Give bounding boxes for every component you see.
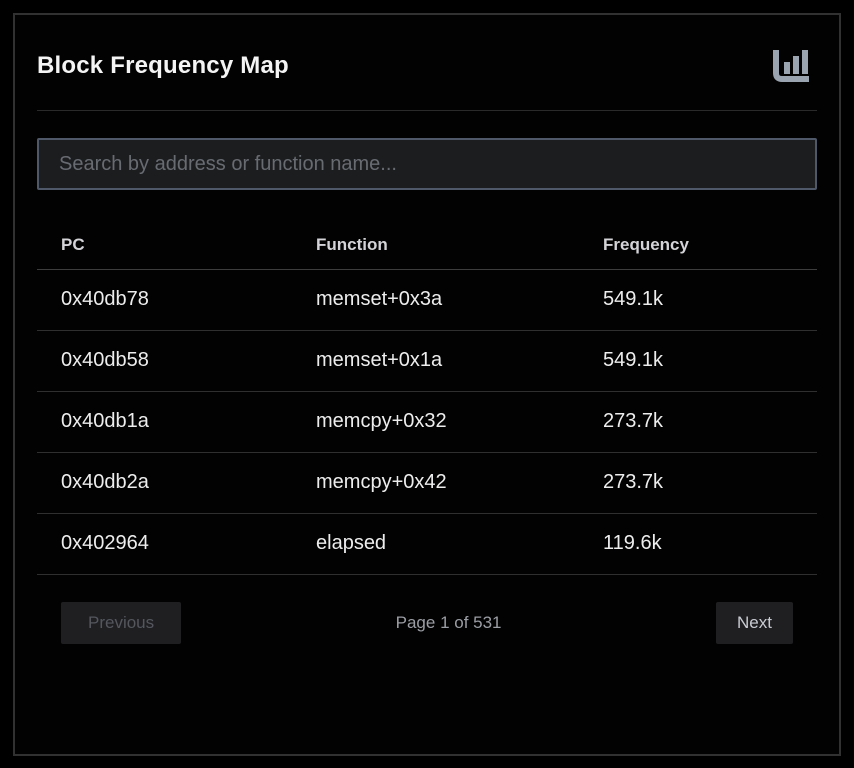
table-row: 0x40db2a memcpy+0x42 273.7k: [37, 452, 817, 514]
table-row: 0x40db1a memcpy+0x32 273.7k: [37, 391, 817, 453]
cell-pc: 0x40db78: [37, 269, 316, 331]
cell-pc: 0x40db2a: [37, 452, 316, 514]
previous-button[interactable]: Previous: [61, 601, 182, 644]
column-header-frequency: Frequency: [603, 221, 817, 270]
bar-chart-icon: [771, 48, 811, 84]
pagination-bar: Previous Page 1 of 531 Next: [37, 601, 817, 644]
cell-pc: 0x402964: [37, 513, 316, 575]
table-row: 0x402964 elapsed 119.6k: [37, 513, 817, 575]
cell-function: memcpy+0x32: [316, 391, 603, 453]
table-row: 0x40db58 memset+0x1a 549.1k: [37, 330, 817, 392]
column-header-pc: PC: [37, 221, 316, 270]
page-status: Page 1 of 531: [395, 612, 502, 632]
table-row: 0x40db78 memset+0x3a 549.1k: [37, 269, 817, 331]
cell-frequency: 549.1k: [603, 269, 817, 331]
cell-frequency: 119.6k: [603, 513, 817, 575]
cell-function: memcpy+0x42: [316, 452, 603, 514]
cell-function: memset+0x1a: [316, 330, 603, 392]
column-header-function: Function: [316, 221, 603, 270]
title-divider: [37, 110, 817, 111]
panel-header: Block Frequency Map: [37, 15, 817, 84]
cell-function: memset+0x3a: [316, 269, 603, 331]
cell-frequency: 549.1k: [603, 330, 817, 392]
block-frequency-map-panel: Block Frequency Map PC Function Frequenc…: [13, 13, 841, 756]
cell-function: elapsed: [316, 513, 603, 575]
cell-frequency: 273.7k: [603, 391, 817, 453]
table-header-row: PC Function Frequency: [37, 221, 817, 270]
block-frequency-table: PC Function Frequency 0x40db78 memset+0x…: [37, 221, 817, 575]
search-input[interactable]: [37, 138, 817, 190]
cell-frequency: 273.7k: [603, 452, 817, 514]
cell-pc: 0x40db1a: [37, 391, 316, 453]
next-button[interactable]: Next: [716, 601, 793, 644]
page-title: Block Frequency Map: [37, 52, 289, 79]
cell-pc: 0x40db58: [37, 330, 316, 392]
